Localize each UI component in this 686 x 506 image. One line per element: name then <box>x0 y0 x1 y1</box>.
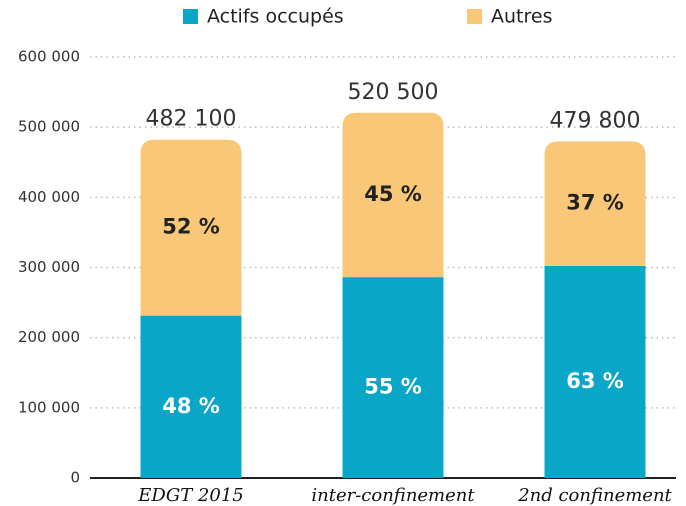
share-label: 52 % <box>162 215 220 239</box>
bar-segment <box>140 315 242 478</box>
total-label: 479 800 <box>550 108 641 133</box>
y-tick-label: 0 <box>70 469 80 487</box>
total-label: 482 100 <box>146 107 237 132</box>
y-tick-label: 400 000 <box>18 188 80 206</box>
bar-segment <box>342 277 444 478</box>
x-tick-label: 2nd confinement <box>517 485 672 506</box>
legend-swatch <box>183 9 198 24</box>
y-tick-label: 300 000 <box>18 258 80 276</box>
share-label: 45 % <box>364 182 422 206</box>
legend-label: Actifs occupés <box>207 6 344 28</box>
share-label: 63 % <box>566 369 624 393</box>
y-tick-label: 100 000 <box>18 398 80 416</box>
share-label: 48 % <box>162 394 220 418</box>
share-label: 55 % <box>364 375 422 399</box>
x-tick-label: EDGT 2015 <box>137 485 244 506</box>
bar-segment <box>544 141 646 266</box>
y-tick-label: 200 000 <box>18 328 80 346</box>
bar-segment <box>544 265 646 478</box>
legend-swatch <box>467 9 482 24</box>
bar-segment <box>342 112 444 278</box>
legend-label: Autres <box>491 6 552 28</box>
y-tick-label: 600 000 <box>18 48 80 66</box>
y-tick-label: 500 000 <box>18 118 80 136</box>
x-tick-label: inter-confinement <box>311 485 475 506</box>
total-label: 520 500 <box>348 80 439 105</box>
bar-segment <box>140 139 242 316</box>
share-label: 37 % <box>566 191 624 215</box>
